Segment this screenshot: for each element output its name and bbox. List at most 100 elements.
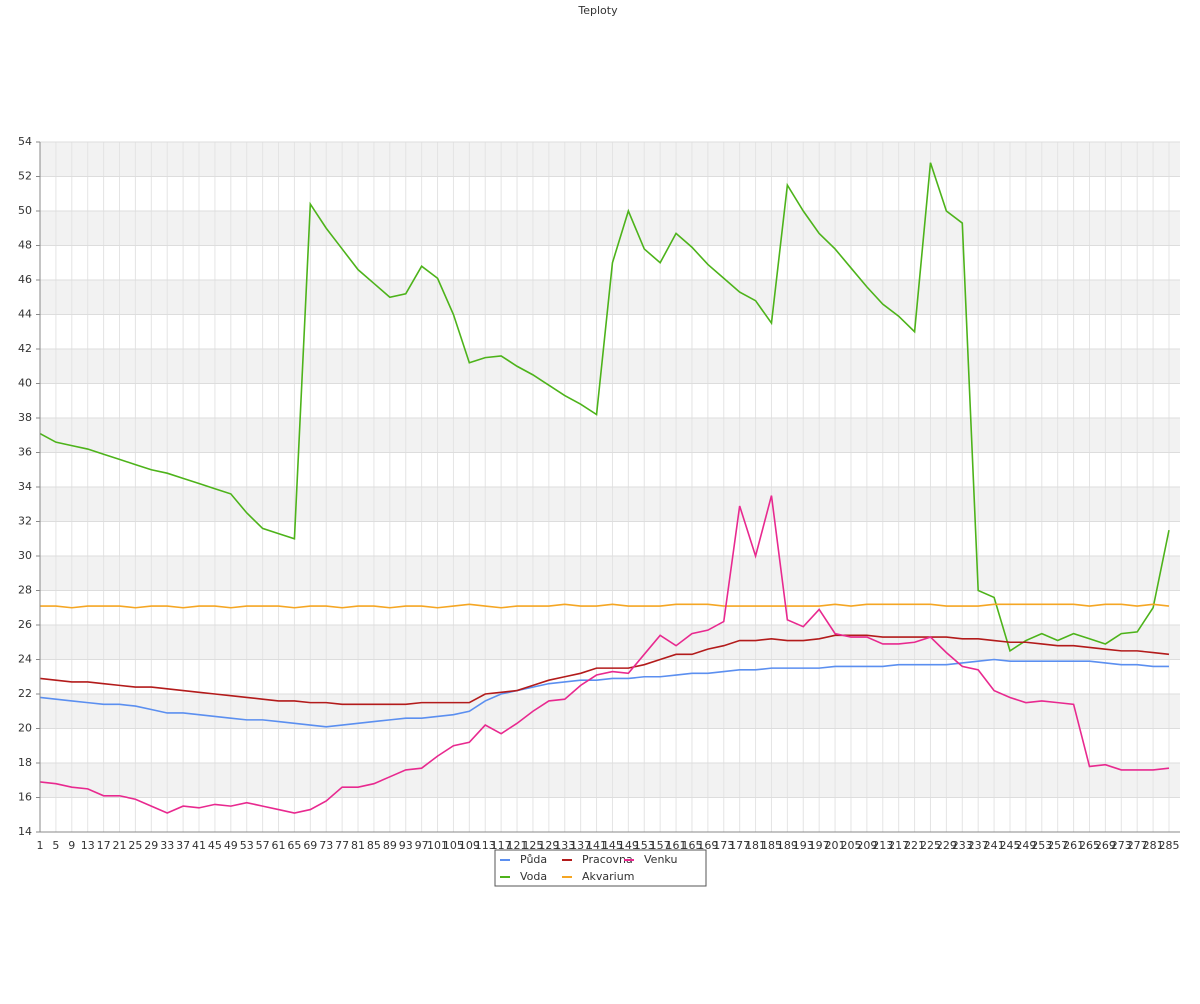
y-tick-label: 22 xyxy=(18,687,32,700)
legend-label: Venku xyxy=(644,853,677,866)
x-tick-label: 17 xyxy=(97,839,111,852)
y-tick-label: 42 xyxy=(18,342,32,355)
x-tick-label: 133 xyxy=(554,839,575,852)
x-tick-label: 253 xyxy=(1031,839,1052,852)
x-tick-label: 5 xyxy=(52,839,59,852)
x-tick-label: 101 xyxy=(427,839,448,852)
x-tick-label: 149 xyxy=(618,839,639,852)
x-tick-label: 137 xyxy=(570,839,591,852)
x-tick-label: 173 xyxy=(713,839,734,852)
series-line xyxy=(39,162,1170,653)
x-tick-label: 245 xyxy=(999,839,1020,852)
x-tick-label: 85 xyxy=(367,839,381,852)
y-tick-label: 34 xyxy=(18,480,32,493)
legend: Půda Voda Pracovna Akvarium Venku xyxy=(500,853,677,883)
x-tick-label: 205 xyxy=(840,839,861,852)
x-tick-label: 73 xyxy=(319,839,333,852)
x-tick-label: 81 xyxy=(351,839,365,852)
x-tick-label: 57 xyxy=(256,839,270,852)
grid-band xyxy=(40,694,1180,729)
legend-label: Půda xyxy=(520,853,547,866)
grid-band xyxy=(40,418,1180,453)
grid-band xyxy=(40,556,1180,591)
y-tick-label: 40 xyxy=(18,377,32,390)
grid-band xyxy=(40,763,1180,798)
series-line xyxy=(40,603,1170,609)
x-tick-label: 45 xyxy=(208,839,222,852)
x-tick-label: 229 xyxy=(936,839,957,852)
x-tick-label: 265 xyxy=(1079,839,1100,852)
x-tick-label: 185 xyxy=(761,839,782,852)
x-tick-label: 1 xyxy=(37,839,44,852)
x-tick-label: 113 xyxy=(475,839,496,852)
x-tick-label: 25 xyxy=(128,839,142,852)
legend-box xyxy=(494,849,707,887)
legend-label: Voda xyxy=(520,870,547,883)
horizontal-grid xyxy=(40,141,1180,833)
y-tick-label: 38 xyxy=(18,411,32,424)
x-tick-label: 21 xyxy=(113,839,127,852)
x-tick-label: 145 xyxy=(602,839,623,852)
x-tick-label: 157 xyxy=(650,839,671,852)
y-tick-label: 50 xyxy=(18,204,32,217)
x-tick-label: 177 xyxy=(729,839,750,852)
x-tick-label: 193 xyxy=(793,839,814,852)
series-line xyxy=(39,634,1170,706)
x-tick-label: 97 xyxy=(415,839,429,852)
x-tick-label: 233 xyxy=(952,839,973,852)
x-tick-label: 213 xyxy=(872,839,893,852)
grid-band xyxy=(40,349,1180,384)
x-tick-label: 109 xyxy=(459,839,480,852)
y-tick-label: 54 xyxy=(18,135,32,148)
x-tick-label: 273 xyxy=(1111,839,1132,852)
grid-band xyxy=(40,142,1180,177)
y-tick-label: 24 xyxy=(18,653,32,666)
x-tick-label: 49 xyxy=(224,839,238,852)
x-tick-label: 261 xyxy=(1063,839,1084,852)
y-tick-label: 30 xyxy=(18,549,32,562)
y-tick-label: 26 xyxy=(18,618,32,631)
x-tick-label: 13 xyxy=(81,839,95,852)
x-tick-label: 277 xyxy=(1127,839,1148,852)
x-tick-label: 105 xyxy=(443,839,464,852)
y-tick-label: 36 xyxy=(18,446,32,459)
x-tick-label: 197 xyxy=(809,839,830,852)
x-tick-label: 257 xyxy=(1047,839,1068,852)
y-tick-label: 52 xyxy=(18,170,32,183)
x-tick-label: 241 xyxy=(984,839,1005,852)
x-tick-label: 69 xyxy=(303,839,317,852)
y-tick-label: 32 xyxy=(18,515,32,528)
x-tick-label: 117 xyxy=(491,839,512,852)
grid-band xyxy=(40,487,1180,522)
chart-title: Teploty xyxy=(577,4,618,17)
x-tick-label: 285 xyxy=(1159,839,1180,852)
x-tick-label: 77 xyxy=(335,839,349,852)
lines xyxy=(39,162,1170,814)
x-tick-label: 121 xyxy=(507,839,528,852)
axes: 1416182022242628303234363840424446485052… xyxy=(18,135,1180,852)
y-tick-label: 28 xyxy=(18,584,32,597)
x-tick-label: 249 xyxy=(1015,839,1036,852)
legend-label: Akvarium xyxy=(582,870,634,883)
x-tick-label: 189 xyxy=(777,839,798,852)
x-tick-label: 225 xyxy=(920,839,941,852)
x-tick-label: 61 xyxy=(272,839,286,852)
x-tick-label: 221 xyxy=(904,839,925,852)
x-tick-label: 41 xyxy=(192,839,206,852)
y-tick-label: 14 xyxy=(18,825,32,838)
x-tick-label: 165 xyxy=(681,839,702,852)
x-tick-label: 33 xyxy=(160,839,174,852)
x-tick-label: 169 xyxy=(697,839,718,852)
y-tick-label: 44 xyxy=(18,308,32,321)
x-tick-label: 65 xyxy=(287,839,301,852)
grid-band xyxy=(40,625,1180,660)
legend-label: Pracovna xyxy=(582,853,633,866)
x-tick-label: 37 xyxy=(176,839,190,852)
x-tick-label: 181 xyxy=(745,839,766,852)
y-tick-label: 16 xyxy=(18,791,32,804)
y-tick-label: 20 xyxy=(18,722,32,735)
y-tick-label: 18 xyxy=(18,756,32,769)
x-tick-label: 237 xyxy=(968,839,989,852)
grid-band xyxy=(40,211,1180,246)
